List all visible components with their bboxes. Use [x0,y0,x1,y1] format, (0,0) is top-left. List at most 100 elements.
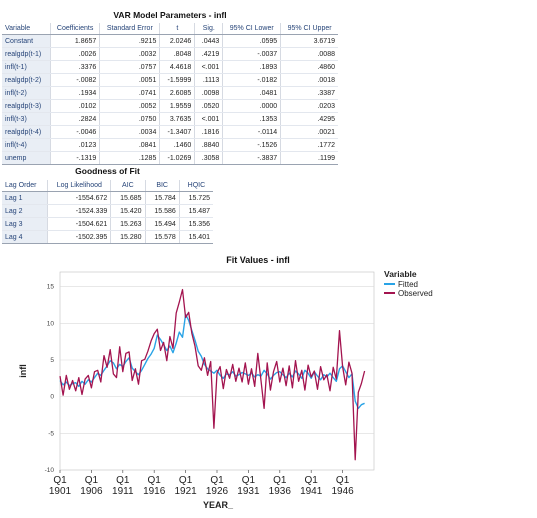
table-cell: .1816 [194,125,224,139]
table-cell: 15.487 [179,204,213,218]
x-tick-label-quarter: Q1 [305,475,319,486]
table-cell: .0741 [99,86,161,100]
table-cell: 15.401 [179,230,213,244]
x-tick-label-quarter: Q1 [53,475,67,486]
goodness-of-fit-table: Goodness of Fit Lag Order Log Likelihood A… [2,166,213,244]
table-cell: 1.8657 [50,34,101,48]
y-tick-label: 5 [50,357,54,364]
table-cell: .3387 [280,86,338,100]
table-cell: <.001 [194,60,224,74]
table-cell: .0088 [280,47,338,61]
table-cell: .4295 [280,112,338,126]
table-cell: -.1526 [222,138,282,152]
x-tick-label-quarter: Q1 [210,475,224,486]
table-cell: .3058 [194,151,224,165]
table-row: infl(t-1) .3376.0757 4.4618 <.001.1893.4860 [2,60,338,74]
fit-table-title: Goodness of Fit [75,166,140,176]
x-tick-label-quarter: Q1 [179,475,193,486]
table-cell: 4.4618 [159,60,196,74]
table-cell: .0123 [50,138,101,152]
table-cell: .8048 [159,47,196,61]
table-row: infl(t-4) .0123.0841.1460.8840 -.1526.1772 [2,138,338,152]
table-row: Lag 2 -1524.339 15.420 15.586 15.487 [2,204,213,218]
table-cell: .0102 [50,99,101,113]
table-cell: 15.420 [110,204,146,218]
x-tick-label-quarter: Q1 [85,475,99,486]
table-cell: -1.5999 [159,73,196,87]
table-row: realgdp(t-2) -.0082.0051 -1.5999.1113 -.018… [2,73,338,87]
y-tick-label: -5 [48,430,54,437]
table-cell: 15.263 [110,217,146,231]
fit-header-4: HQIC [179,180,213,192]
x-tick-label-quarter: Q1 [242,475,256,486]
table-cell: .0052 [99,99,161,113]
table-cell: .8840 [194,138,224,152]
x-axis-label: YEAR_ [203,500,234,510]
table-cell: -1.0269 [159,151,196,165]
table-cell: .0443 [194,34,224,48]
params-header-6: 95% CI Upper [280,23,338,35]
params-header-2: Standard Error [99,23,161,35]
x-tick-label-quarter: Q1 [116,475,130,486]
row-label: infl(t-2) [2,86,51,100]
table-cell: 15.578 [145,230,180,244]
table-cell: -.1319 [50,151,101,165]
y-axis-label: infl [18,364,28,378]
table-cell: .1285 [99,151,161,165]
row-label: Lag 1 [2,191,49,205]
x-tick-label-quarter: Q1 [336,475,350,486]
chart-svg: Fit Values - infl -10-5051015Q11901Q1190… [18,255,433,510]
series-line-observed [59,288,366,461]
row-label: realgdp(t-4) [2,125,51,139]
x-tick-label-quarter: Q1 [148,475,162,486]
table-cell: .0750 [99,112,161,126]
fit-values-chart: Fit Values - infl -10 -5 0 5 10 15 Q1 1901 Q1 190… [0,250,537,518]
table-cell: .1772 [280,138,338,152]
table-cell: -.0046 [50,125,101,139]
row-label: realgdp(t-1) [2,47,51,61]
params-header-1: Coefficients [50,23,101,35]
table-cell: 15.356 [179,217,213,231]
row-label: Lag 3 [2,217,49,231]
table-cell: .0481 [222,86,282,100]
table-cell: 15.494 [145,217,180,231]
table-cell: .9215 [99,34,161,48]
x-tick-label-year: 1941 [300,486,323,497]
table-cell: -1554.672 [47,191,112,205]
table-cell: .1893 [222,60,282,74]
table-row: infl(t-3) .2824.0750 3.7635 <.001.1353.4295 [2,112,338,126]
table-cell: 1.9559 [159,99,196,113]
table-cell: -.0182 [222,73,282,87]
x-tick-label-year: 1916 [143,486,166,497]
table-cell: .0032 [99,47,161,61]
table-cell: -.3837 [222,151,282,165]
table-cell: 15.586 [145,204,180,218]
chart-title: Fit Values - infl [226,255,290,265]
table-cell: -.0037 [222,47,282,61]
row-label: Lag 4 [2,230,49,244]
x-tick-label-year: 1946 [331,486,354,497]
table-cell: .0757 [99,60,161,74]
x-tick-label-year: 1921 [174,486,197,497]
table-cell: .0098 [194,86,224,100]
table-cell: .0018 [280,73,338,87]
table-cell: .1934 [50,86,101,100]
y-tick-label: 0 [50,394,54,401]
fit-header-3: BIC [145,180,180,192]
table-cell: .1460 [159,138,196,152]
x-tick-label-year: 1901 [49,486,72,497]
table-row: unemp -.1319.1285 -1.0269.3058 -.3837.1199 [2,151,338,165]
table-cell: .1199 [280,151,338,165]
params-grid: Variable Coefficients Standard Error t Sig. 9… [2,23,338,165]
row-label: realgdp(t-3) [2,99,51,113]
table-cell: .1353 [222,112,282,126]
row-label: infl(t-1) [2,60,51,74]
params-table-title: VAR Model Parameters - infl [113,10,227,20]
table-cell: .0520 [194,99,224,113]
params-header-5: 95% CI Lower [222,23,282,35]
table-cell: .0034 [99,125,161,139]
table-row: realgdp(t-3) .0102.0052 1.9559.0520.0000.0… [2,99,338,113]
table-cell: .0021 [280,125,338,139]
params-header-3: t [159,23,196,35]
table-row: realgdp(t-1) .0026.0032.8048.4219 -.0037.0… [2,47,338,61]
